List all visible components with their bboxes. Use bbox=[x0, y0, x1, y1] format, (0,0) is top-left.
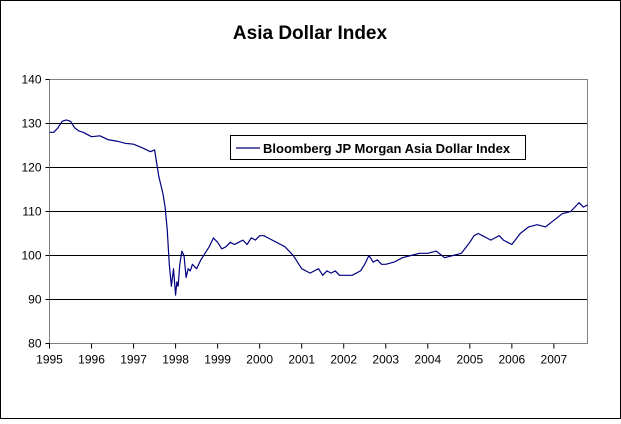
y-tick-label: 110 bbox=[22, 205, 41, 219]
x-tick-label: 2005 bbox=[456, 353, 483, 367]
x-tick-label: 1995 bbox=[36, 353, 63, 367]
y-tick-label: 90 bbox=[28, 293, 42, 307]
x-tick-label: 1997 bbox=[120, 353, 147, 367]
x-tick-label: 2003 bbox=[372, 353, 399, 367]
x-tick-label: 2004 bbox=[414, 353, 441, 367]
y-tick-label: 140 bbox=[21, 73, 41, 87]
x-tick-label: 2007 bbox=[541, 353, 568, 367]
x-tick-label: 1999 bbox=[204, 353, 231, 367]
y-tick-label: 120 bbox=[21, 161, 41, 175]
x-tick-label: 1998 bbox=[162, 353, 189, 367]
legend: Bloomberg JP Morgan Asia Dollar Index bbox=[230, 135, 526, 160]
legend-label: Bloomberg JP Morgan Asia Dollar Index bbox=[263, 141, 511, 156]
y-tick-label: 130 bbox=[21, 117, 41, 131]
legend-box bbox=[230, 135, 526, 160]
series-line-0 bbox=[49, 119, 588, 296]
y-axis: 80 90 100 110 120 130 140 bbox=[21, 73, 50, 351]
x-tick-label: 1996 bbox=[78, 353, 105, 367]
x-tick-label: 2000 bbox=[246, 353, 273, 367]
chart-title: Asia Dollar Index bbox=[233, 23, 388, 44]
x-tick-label: 2002 bbox=[330, 353, 357, 367]
series-group bbox=[49, 119, 588, 296]
y-tick-label: 80 bbox=[28, 337, 42, 351]
x-tick-label: 2001 bbox=[288, 353, 315, 367]
x-tick-label: 2006 bbox=[498, 353, 525, 367]
gridlines bbox=[49, 123, 588, 300]
x-axis: 1995 1996 1997 1998 1999 2000 2001 2002 2003 2004… bbox=[36, 343, 568, 367]
y-tick-label: 100 bbox=[21, 249, 41, 263]
